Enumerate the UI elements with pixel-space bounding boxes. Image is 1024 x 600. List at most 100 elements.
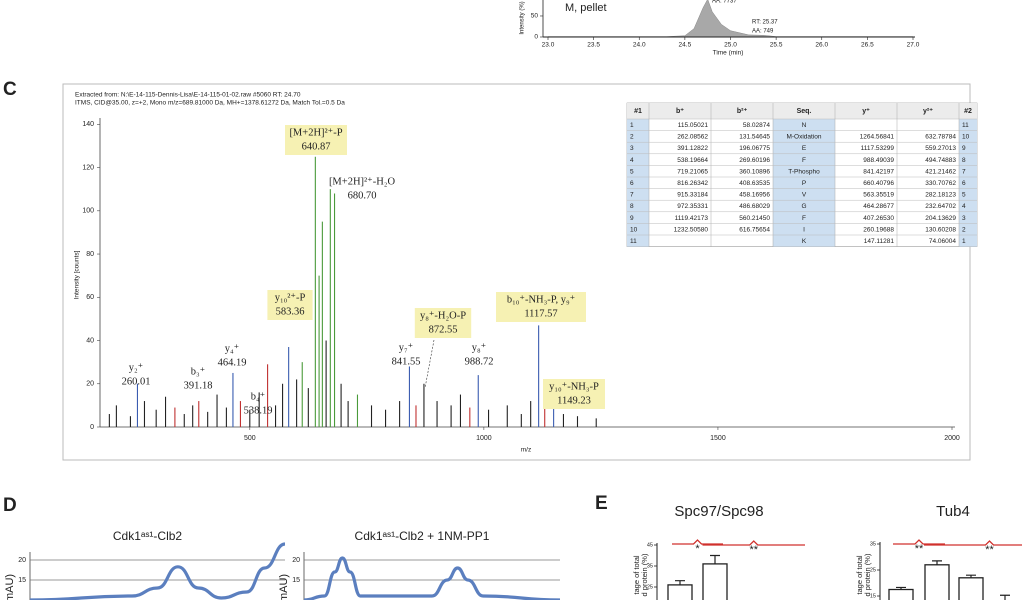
- bar: [667, 584, 693, 600]
- table-cell: 1: [962, 238, 966, 245]
- chart-title: Tub4: [936, 503, 970, 520]
- x-tick-label: 23.0: [542, 42, 555, 49]
- bar: [924, 564, 950, 600]
- x-tick-label: 1500: [710, 435, 726, 442]
- ion-label: y₄⁺: [225, 343, 240, 354]
- annotation-highlight: [543, 379, 605, 409]
- table-cell: 421.21462: [925, 168, 956, 175]
- chart-title: Spc97/Spc98: [674, 503, 763, 520]
- table-cell: 9: [630, 215, 634, 222]
- mz-label: 538.19: [244, 405, 273, 416]
- table-cell: 2: [630, 134, 634, 141]
- table-header-bg: [627, 103, 977, 119]
- table-col-bg: [959, 119, 977, 247]
- mz-label: 391.18: [184, 380, 213, 391]
- table-cell: 494.74883: [925, 157, 956, 164]
- table-cell: 1264.56841: [860, 134, 895, 141]
- table-cell: F: [802, 157, 806, 164]
- error-bar: [966, 574, 976, 578]
- annotation-highlight: [496, 292, 586, 322]
- table-cell: K: [802, 238, 807, 245]
- annotation-highlight: [267, 290, 313, 320]
- table-cell: N: [802, 122, 807, 129]
- y-tick-label: 35: [647, 563, 653, 569]
- table-cell: 988.49039: [863, 157, 894, 164]
- table-cell: 660.40796: [863, 180, 894, 187]
- mz-label: 680.70: [348, 190, 377, 201]
- table-cell: G: [801, 203, 806, 210]
- y-axis-label: tage of total: [632, 555, 641, 595]
- annotation-highlight: [285, 125, 347, 155]
- table-cell: 8: [630, 203, 634, 210]
- table-cell: 147.11281: [864, 238, 895, 245]
- table-cell: M-Oxidation: [786, 134, 821, 141]
- peak-annotation: AA: 7737: [712, 0, 737, 5]
- table-cell: 2: [962, 226, 966, 233]
- table-cell: 5: [962, 192, 966, 199]
- mz-label: 841.55: [392, 356, 421, 367]
- table-cell: I: [803, 226, 805, 233]
- table-cell: 262.08562: [677, 134, 708, 141]
- peak-annotation: AA: 749: [752, 29, 774, 35]
- y-axis-label: d protein (%): [640, 553, 649, 596]
- y-tick-label: 0: [534, 34, 538, 41]
- trace: [29, 542, 286, 600]
- x-tick-label: 24.5: [679, 42, 692, 49]
- ion-label: [M+2H]²⁺-P: [289, 127, 342, 138]
- significance-label: *: [695, 543, 700, 555]
- y-tick-label: 80: [86, 251, 94, 258]
- table-cell: 486.68029: [739, 203, 770, 210]
- x-tick-label: 23.5: [587, 42, 600, 49]
- bar: [702, 563, 728, 600]
- y-tick-label: 25: [870, 567, 876, 573]
- ion-label: b₁₀⁺-NH₃-P, y₉⁺: [507, 294, 576, 305]
- table-cell: 8: [962, 157, 966, 164]
- y-axis-label: tage of total: [855, 555, 864, 595]
- table-cell: 458.16956: [739, 192, 770, 199]
- table-cell: F: [802, 215, 806, 222]
- x-tick-label: 500: [244, 435, 256, 442]
- table-cell: 4: [630, 157, 634, 164]
- chart-title: Cdk1ᵃˢ¹-Clb2 + 1NM-PP1: [355, 529, 490, 543]
- table-cell: 360.10896: [739, 168, 770, 175]
- x-tick-label: 27.0: [907, 42, 920, 49]
- table-header: b²⁺: [737, 108, 748, 115]
- table-cell: 408.63535: [739, 180, 770, 187]
- table-col-bg: [773, 119, 835, 247]
- table-cell: 538.19664: [677, 157, 708, 164]
- table-cell: 1232.50580: [674, 226, 709, 233]
- x-tick-label: 26.0: [815, 42, 828, 49]
- mz-label: 583.36: [276, 306, 305, 317]
- significance-label: **: [915, 543, 924, 555]
- x-tick-label: 24.0: [633, 42, 646, 49]
- bar: [888, 588, 914, 600]
- table-cell: 3: [962, 215, 966, 222]
- table-cell: 6: [962, 180, 966, 187]
- table-cell: 5: [630, 168, 634, 175]
- trace: [303, 556, 561, 600]
- ion-label: b₄⁺: [251, 391, 266, 402]
- table-cell: 563.35519: [863, 192, 894, 199]
- table-cell: 10: [630, 226, 638, 233]
- x-tick-label: 25.5: [770, 42, 783, 49]
- error-bar: [932, 560, 942, 565]
- table-cell: 616.75654: [739, 226, 770, 233]
- mz-label: 988.72: [465, 356, 494, 367]
- table-header: #1: [634, 108, 642, 115]
- y-axis-label: Intensity [counts]: [74, 250, 81, 299]
- table-cell: 130.60208: [925, 226, 956, 233]
- table-cell: 269.60196: [739, 157, 770, 164]
- table-cell: 972.35331: [677, 203, 708, 210]
- mz-label: 464.19: [218, 357, 247, 368]
- table-cell: 204.13629: [925, 215, 956, 222]
- panel-c-frame: [62, 83, 971, 461]
- y-tick-label: 50: [531, 13, 539, 20]
- table-cell: 407.26530: [863, 215, 894, 222]
- panel-label: E: [595, 493, 608, 514]
- table-cell: 632.78784: [925, 134, 956, 141]
- y-tick-label: 45: [647, 542, 653, 548]
- significance-bracket: [672, 539, 723, 545]
- y-axis-label: d protein (%): [863, 553, 872, 596]
